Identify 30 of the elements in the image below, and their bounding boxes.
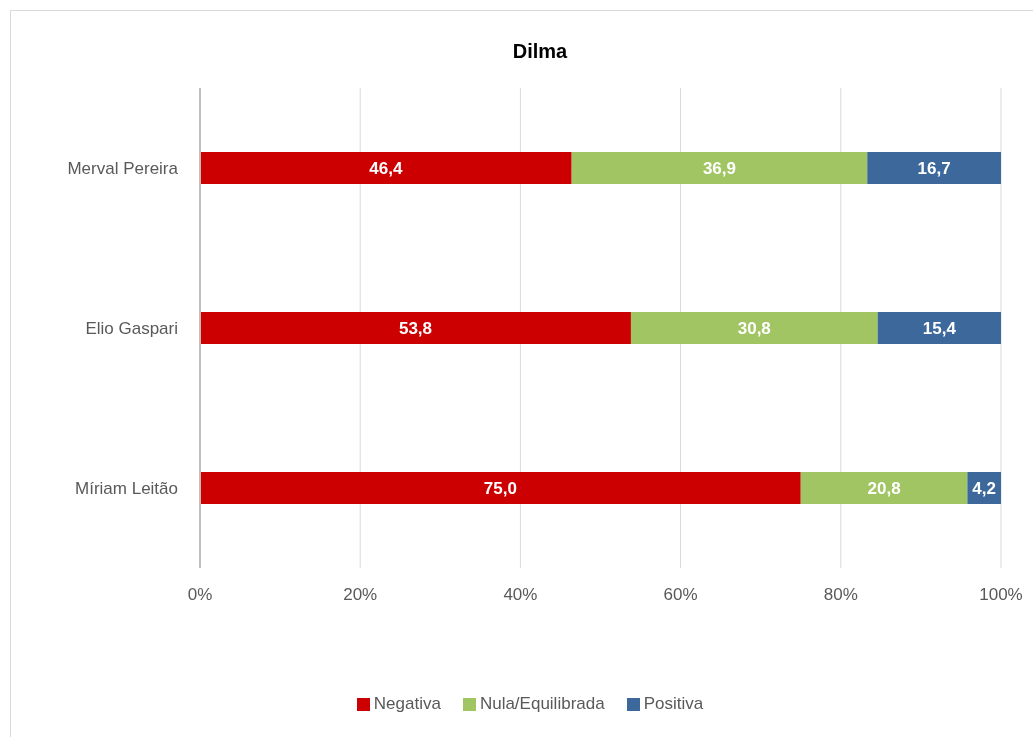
x-tick-label: 20% xyxy=(343,585,378,605)
x-tick-label: 0% xyxy=(187,585,213,605)
bar xyxy=(630,312,878,344)
data-label: 30,8 xyxy=(737,318,771,338)
y-tick-label: Elio Gaspari xyxy=(85,319,178,339)
data-label: 53,8 xyxy=(398,318,433,338)
bar xyxy=(877,312,1001,344)
bar xyxy=(571,152,868,184)
x-tick-label: 80% xyxy=(823,585,858,605)
data-label: 36,9 xyxy=(702,158,736,178)
data-label: 75,0 xyxy=(483,478,517,498)
legend-label: Nula/Equilibrada xyxy=(479,694,605,714)
bar xyxy=(800,472,968,504)
y-tick-label: Merval Pereira xyxy=(67,159,179,179)
bar xyxy=(200,312,631,344)
data-label: 16,7 xyxy=(917,158,951,178)
bar xyxy=(200,152,572,184)
legend-label: Positiva xyxy=(643,694,704,714)
x-tick-label: 40% xyxy=(503,585,538,605)
x-tick-label: 60% xyxy=(663,585,698,605)
data-label: 15,4 xyxy=(922,318,957,338)
data-label: 20,8 xyxy=(867,478,901,498)
chart-title: Dilma xyxy=(512,40,568,63)
data-label: 4,2 xyxy=(972,478,996,498)
y-tick-label: Míriam Leitão xyxy=(75,479,178,499)
bar xyxy=(867,152,1001,184)
data-label: 46,4 xyxy=(369,158,403,178)
legend-label: Negativa xyxy=(373,694,441,714)
bar xyxy=(200,472,801,504)
x-tick-label: 100% xyxy=(979,585,1023,605)
